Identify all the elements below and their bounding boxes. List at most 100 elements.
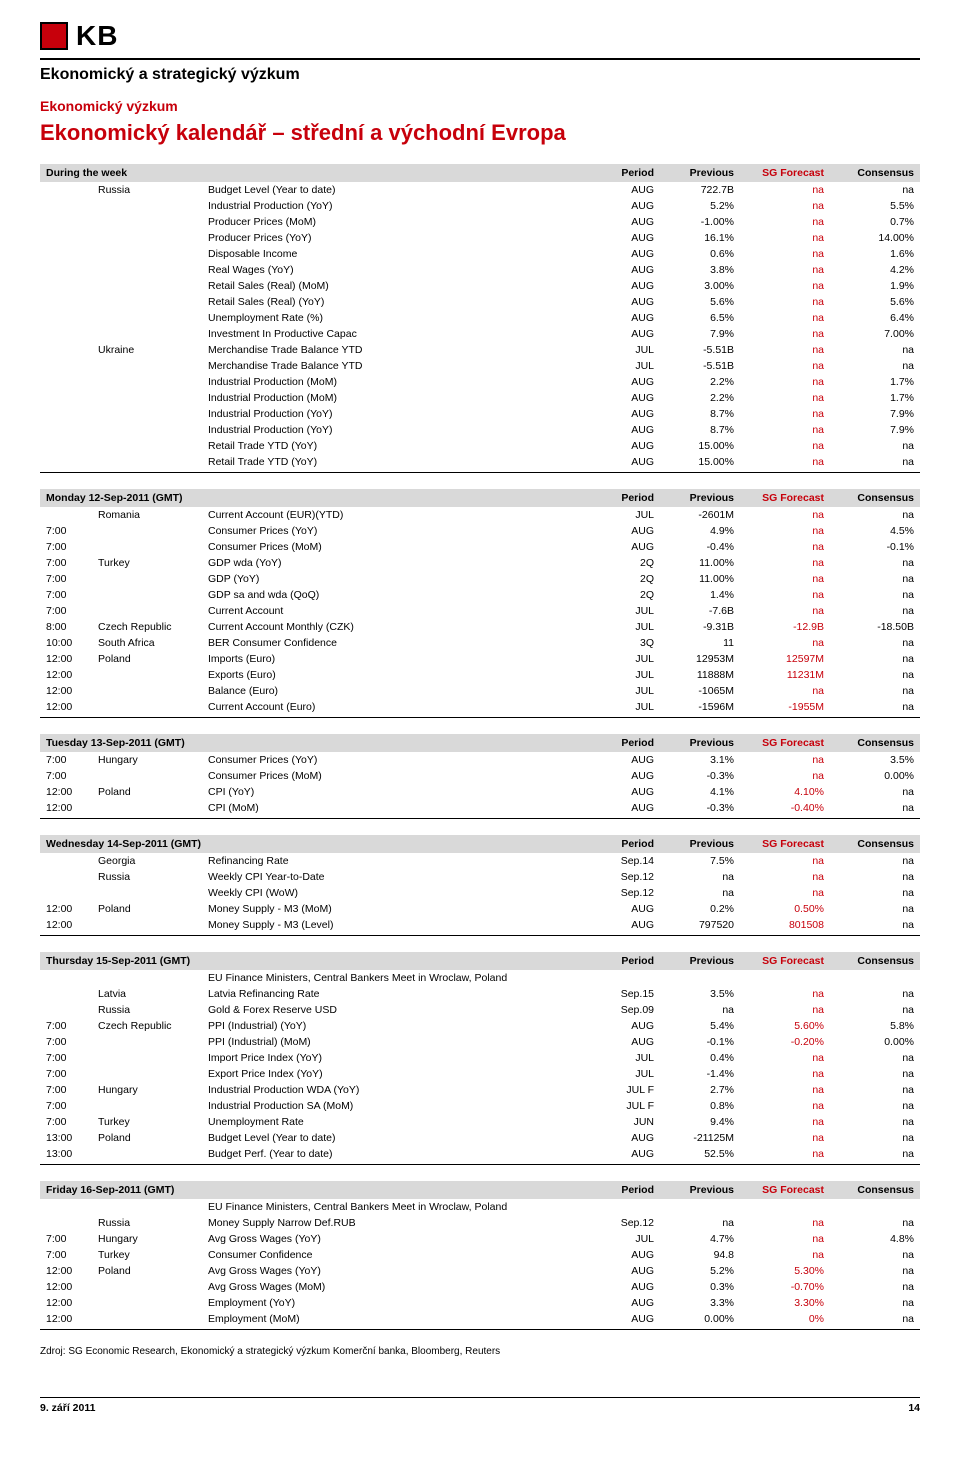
cell-consensus: 1.6%	[830, 246, 920, 262]
cell-country	[92, 1066, 202, 1082]
col-header-sg: SG Forecast	[740, 835, 830, 853]
calendar-section: Thursday 15-Sep-2011 (GMT)PeriodPrevious…	[40, 952, 920, 1165]
col-header-previous: Previous	[660, 835, 740, 853]
cell-previous: 9.4%	[660, 1114, 740, 1130]
cell-consensus: na	[830, 587, 920, 603]
cell-country: Poland	[92, 901, 202, 917]
cell-time	[40, 970, 92, 986]
cell-consensus: 7.9%	[830, 422, 920, 438]
cell-country: Russia	[92, 1002, 202, 1018]
cell-consensus: na	[830, 1082, 920, 1098]
cell-time: 7:00	[40, 1114, 92, 1130]
cell-time	[40, 294, 92, 310]
cell-period: JUL	[600, 699, 660, 715]
cell-country	[92, 683, 202, 699]
cell-period: 2Q	[600, 555, 660, 571]
calendar-section: During the weekPeriodPreviousSG Forecast…	[40, 164, 920, 473]
cell-period: Sep.12	[600, 1215, 660, 1231]
cell-sg-forecast: na	[740, 885, 830, 901]
table-row: 7:00HungaryConsumer Prices (YoY)AUG3.1%n…	[40, 752, 920, 768]
cell-previous: -0.3%	[660, 768, 740, 784]
cell-country	[92, 1146, 202, 1162]
cell-time	[40, 390, 92, 406]
cell-country	[92, 970, 202, 986]
source-line: Zdroj: SG Economic Research, Ekonomický …	[40, 1346, 920, 1357]
cell-time	[40, 986, 92, 1002]
col-header-previous: Previous	[660, 1181, 740, 1199]
cell-time: 7:00	[40, 1247, 92, 1263]
cell-event: Consumer Prices (MoM)	[202, 768, 600, 784]
cell-consensus: 7.00%	[830, 326, 920, 342]
cell-event: Merchandise Trade Balance YTD	[202, 358, 600, 374]
cell-period: AUG	[600, 901, 660, 917]
cell-sg-forecast: 0.50%	[740, 901, 830, 917]
cell-country	[92, 374, 202, 390]
cell-previous: -5.51B	[660, 342, 740, 358]
cell-previous: 722.7B	[660, 182, 740, 198]
cell-period: AUG	[600, 246, 660, 262]
table-row: Retail Sales (Real) (MoM)AUG3.00%na1.9%	[40, 278, 920, 294]
cell-previous: 11.00%	[660, 555, 740, 571]
cell-previous: -7.6B	[660, 603, 740, 619]
cell-consensus: na	[830, 1311, 920, 1327]
cell-consensus: na	[830, 454, 920, 470]
cell-sg-forecast: na	[740, 555, 830, 571]
cell-period: JUL F	[600, 1082, 660, 1098]
cell-time: 7:00	[40, 1066, 92, 1082]
cell-consensus: 4.2%	[830, 262, 920, 278]
cell-time	[40, 422, 92, 438]
cell-consensus: na	[830, 901, 920, 917]
table-row: Investment In Productive CapacAUG7.9%na7…	[40, 326, 920, 342]
section-title: Friday 16-Sep-2011 (GMT)	[40, 1181, 600, 1199]
cell-time	[40, 1002, 92, 1018]
cell-previous: -2601M	[660, 507, 740, 523]
cell-previous: 15.00%	[660, 454, 740, 470]
cell-country: Hungary	[92, 1231, 202, 1247]
col-header-period: Period	[600, 489, 660, 507]
cell-event: Current Account	[202, 603, 600, 619]
cell-sg-forecast: na	[740, 683, 830, 699]
cell-period: JUL	[600, 1066, 660, 1082]
calendar-table: During the weekPeriodPreviousSG Forecast…	[40, 164, 920, 470]
cell-sg-forecast: 4.10%	[740, 784, 830, 800]
cell-country: Poland	[92, 1130, 202, 1146]
cell-period: AUG	[600, 1130, 660, 1146]
cell-sg-forecast: na	[740, 214, 830, 230]
cell-consensus: 14.00%	[830, 230, 920, 246]
cell-period: 2Q	[600, 571, 660, 587]
cell-period: JUL	[600, 1050, 660, 1066]
cell-sg-forecast: na	[740, 1215, 830, 1231]
table-row: 7:00GDP (YoY)2Q11.00%nana	[40, 571, 920, 587]
table-row: 7:00HungaryAvg Gross Wages (YoY)JUL4.7%n…	[40, 1231, 920, 1247]
table-row: Real Wages (YoY)AUG3.8%na4.2%	[40, 262, 920, 278]
cell-country	[92, 454, 202, 470]
cell-previous: na	[660, 1002, 740, 1018]
cell-country	[92, 1098, 202, 1114]
cell-country: Turkey	[92, 1247, 202, 1263]
table-row: 12:00PolandCPI (YoY)AUG4.1%4.10%na	[40, 784, 920, 800]
cell-sg-forecast: -12.9B	[740, 619, 830, 635]
cell-previous: 0.6%	[660, 246, 740, 262]
cell-period: AUG	[600, 1034, 660, 1050]
col-header-consensus: Consensus	[830, 1181, 920, 1199]
footer-page: 14	[908, 1402, 920, 1414]
cell-sg-forecast: na	[740, 390, 830, 406]
cell-sg-forecast: na	[740, 768, 830, 784]
table-row: RussiaWeekly CPI Year-to-DateSep.12nanan…	[40, 869, 920, 885]
cell-time: 7:00	[40, 523, 92, 539]
cell-consensus: 4.8%	[830, 1231, 920, 1247]
table-row: 7:00Import Price Index (YoY)JUL0.4%nana	[40, 1050, 920, 1066]
cell-event: GDP sa and wda (QoQ)	[202, 587, 600, 603]
cell-previous: -1596M	[660, 699, 740, 715]
cell-previous: 52.5%	[660, 1146, 740, 1162]
cell-time: 13:00	[40, 1130, 92, 1146]
cell-consensus: na	[830, 1098, 920, 1114]
cell-time	[40, 1215, 92, 1231]
cell-period: AUG	[600, 262, 660, 278]
table-row: 12:00PolandImports (Euro)JUL12953M12597M…	[40, 651, 920, 667]
cell-time	[40, 278, 92, 294]
cell-period: AUG	[600, 438, 660, 454]
table-row: RussiaMoney Supply Narrow Def.RUBSep.12n…	[40, 1215, 920, 1231]
cell-sg-forecast: na	[740, 374, 830, 390]
cell-period: AUG	[600, 800, 660, 816]
